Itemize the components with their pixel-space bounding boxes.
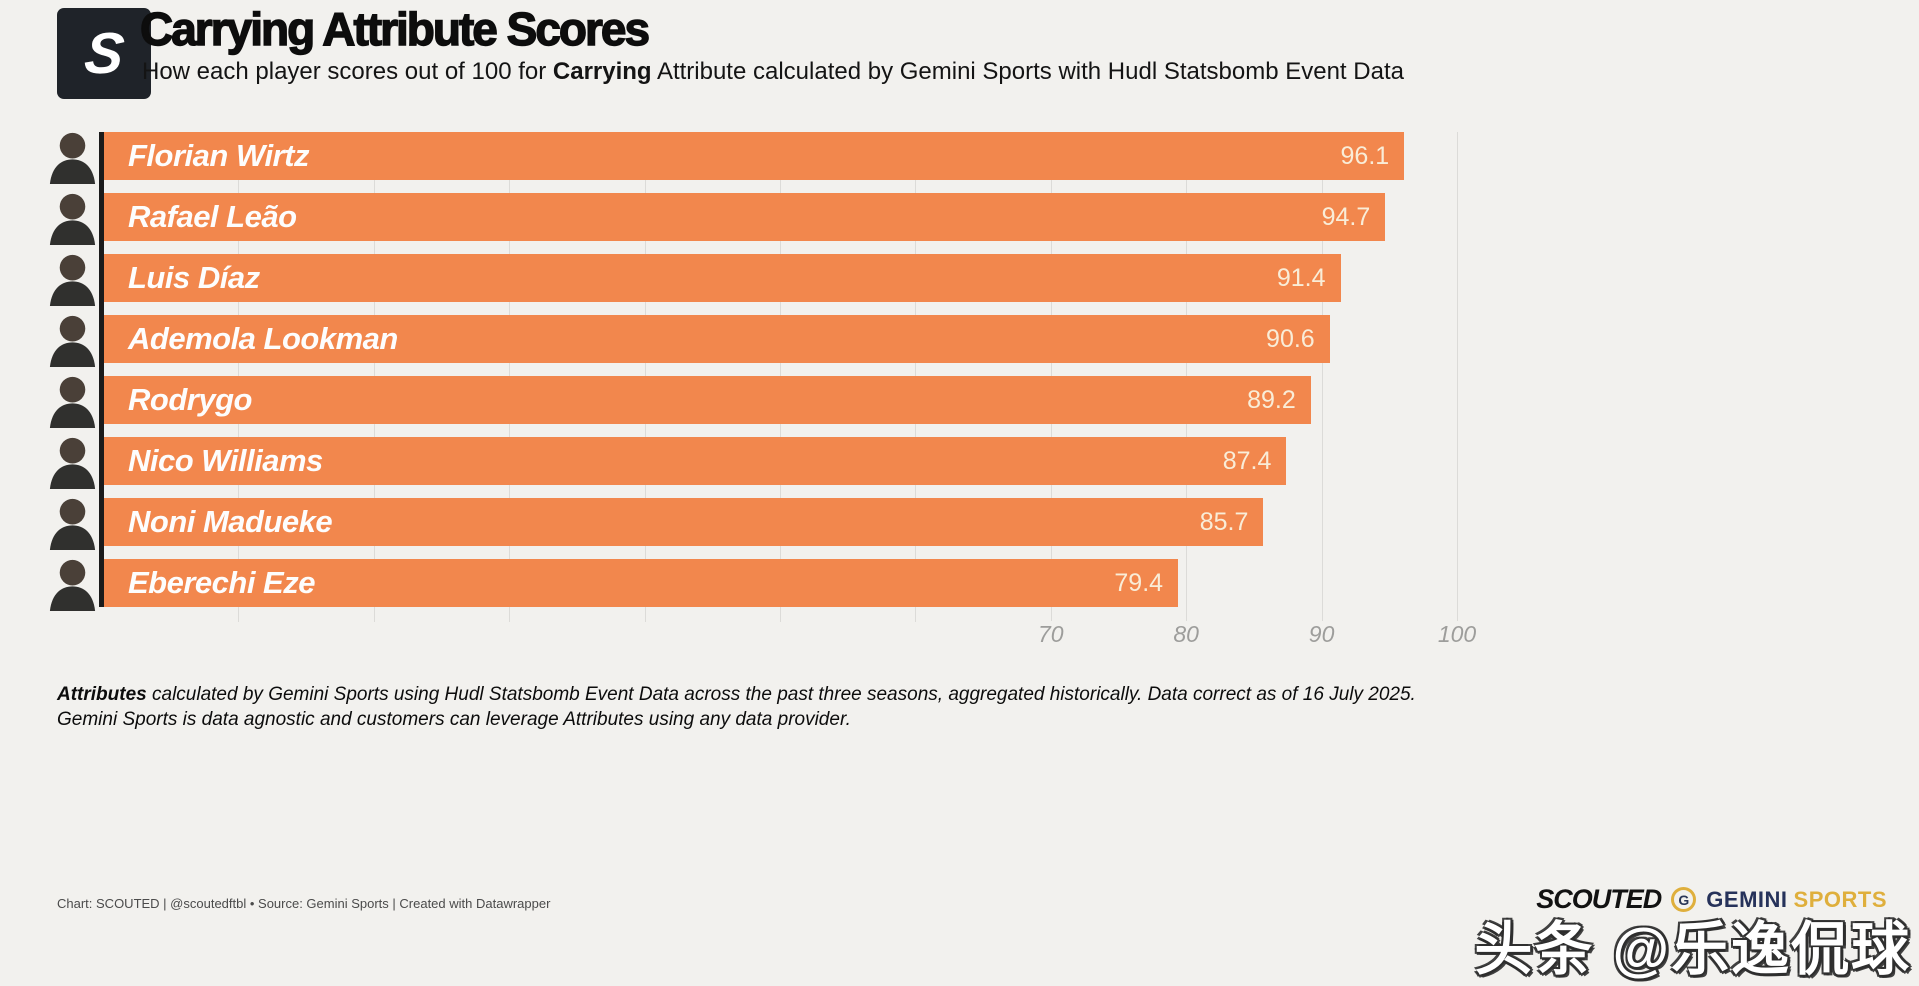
player-name-label: Ademola Lookman	[128, 321, 398, 356]
y-axis-line	[99, 132, 104, 607]
attribution-line: Chart: SCOUTED | @scoutedftbl • Source: …	[57, 896, 551, 911]
player-name-label: Florian Wirtz	[128, 138, 309, 173]
score-value-label: 85.7	[1199, 507, 1249, 536]
toutiao-watermark: 头条 @乐逸侃球	[1474, 917, 1911, 982]
score-bar: Noni Madueke 85.7	[103, 498, 1264, 546]
player-avatar	[45, 371, 100, 428]
gridline	[1321, 132, 1323, 622]
player-name-label: Rafael Leão	[128, 199, 297, 234]
score-bar: Nico Williams 87.4	[103, 437, 1287, 485]
player-avatar	[45, 127, 100, 184]
subtitle-prefix: How each player scores out of 100 for	[142, 58, 553, 85]
bar-row: Rodrygo 89.2	[49, 376, 1457, 428]
subtitle-suffix: Attribute calculated by Gemini Sports wi…	[651, 58, 1404, 85]
scouted-logo-letter: S	[81, 20, 127, 86]
player-avatar	[45, 554, 100, 611]
score-value-label: 94.7	[1321, 202, 1371, 231]
gemini-sports-g-icon: G	[1671, 887, 1697, 912]
logo-strip: SCOUTED G GEMINI SPORTS	[1536, 884, 1887, 915]
player-name-label: Nico Williams	[128, 443, 323, 478]
x-tick-label: 80	[1169, 621, 1203, 648]
scouted-logo: S	[57, 8, 151, 99]
subtitle-bold-word: Carrying	[552, 58, 652, 85]
score-bar: Rafael Leão 94.7	[103, 193, 1386, 241]
player-headshot-icon	[49, 498, 96, 550]
bar-row: Eberechi Eze 79.4	[49, 559, 1457, 611]
bar-row: Nico Williams 87.4	[49, 437, 1457, 489]
page-title: Carrying Attribute Scores	[139, 2, 650, 55]
score-value-label: 87.4	[1222, 446, 1272, 475]
footnote: Attributes calculated by Gemini Sports u…	[57, 682, 1416, 732]
player-avatar	[45, 310, 100, 367]
score-bar: Eberechi Eze 79.4	[103, 559, 1179, 607]
scouted-wordmark: SCOUTED	[1536, 884, 1662, 914]
player-headshot-icon	[49, 132, 96, 184]
bar-row: Florian Wirtz 96.1	[49, 132, 1457, 184]
score-bar: Luis Díaz 91.4	[103, 254, 1341, 302]
player-headshot-icon	[49, 376, 96, 428]
score-bar: Rodrygo 89.2	[103, 376, 1311, 424]
bar-row: Ademola Lookman 90.6	[49, 315, 1457, 367]
player-headshot-icon	[49, 193, 96, 245]
player-name-label: Luis Díaz	[128, 260, 260, 295]
score-value-label: 89.2	[1247, 385, 1296, 414]
player-avatar	[45, 188, 100, 245]
x-tick-label: 90	[1304, 621, 1339, 648]
page-subtitle: How each player scores out of 100 for Ca…	[142, 58, 1404, 86]
bar-row: Rafael Leão 94.7	[49, 193, 1457, 245]
player-avatar	[45, 493, 100, 550]
player-headshot-icon	[49, 254, 96, 306]
player-headshot-icon	[49, 437, 96, 489]
footnote-line-1: Attributes calculated by Gemini Sports u…	[57, 682, 1416, 707]
player-avatar	[45, 432, 100, 489]
player-name-label: Noni Madueke	[128, 504, 333, 539]
player-headshot-icon	[49, 559, 96, 611]
score-value-label: 96.1	[1340, 141, 1390, 170]
footnote-bold-word: Attributes	[57, 684, 147, 705]
score-bar: Ademola Lookman 90.6	[103, 315, 1330, 363]
bar-row: Noni Madueke 85.7	[49, 498, 1457, 550]
footnote-line-2: Gemini Sports is data agnostic and custo…	[57, 709, 851, 730]
gridline	[1457, 132, 1458, 622]
footnote-line1-rest: calculated by Gemini Sports using Hudl S…	[146, 684, 1416, 705]
score-bar: Florian Wirtz 96.1	[103, 132, 1405, 180]
player-avatar	[45, 249, 100, 306]
x-tick-label: 70	[1034, 621, 1068, 648]
bar-rows: Florian Wirtz 96.1 Rafael Leão 94.7 Luis…	[49, 132, 1457, 611]
player-name-label: Rodrygo	[128, 382, 252, 417]
bar-row: Luis Díaz 91.4	[49, 254, 1457, 306]
player-headshot-icon	[49, 315, 96, 367]
player-name-label: Eberechi Eze	[128, 565, 315, 600]
sports-wordmark: SPORTS	[1793, 886, 1887, 912]
gemini-wordmark: GEMINI	[1706, 886, 1788, 912]
x-tick-label: 100	[1433, 621, 1481, 648]
chart-area: Florian Wirtz 96.1 Rafael Leão 94.7 Luis…	[49, 132, 1481, 662]
score-value-label: 91.4	[1276, 263, 1326, 292]
score-value-label: 90.6	[1266, 324, 1315, 353]
score-value-label: 79.4	[1114, 568, 1164, 597]
